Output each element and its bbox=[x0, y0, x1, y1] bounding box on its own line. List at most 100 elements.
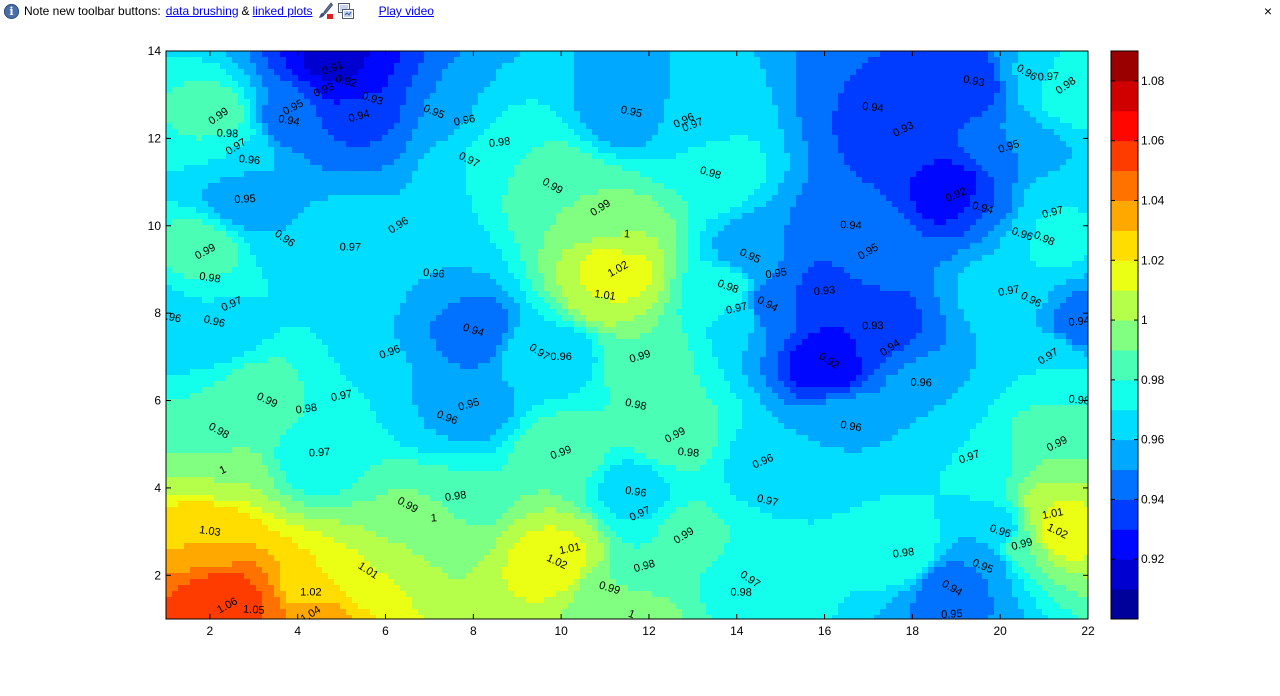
contour-label: 1 bbox=[624, 228, 631, 240]
colorbar-segment bbox=[1111, 80, 1138, 112]
data-brushing-link[interactable]: data brushing bbox=[165, 4, 239, 18]
y-tick-label: 8 bbox=[154, 306, 161, 320]
contour-label: 0.98 bbox=[633, 558, 657, 575]
colorbar-segment bbox=[1111, 439, 1138, 471]
colorbar-segment bbox=[1111, 379, 1138, 411]
x-tick-label: 10 bbox=[554, 624, 568, 638]
plot-border bbox=[165, 50, 1089, 620]
info-icon: i bbox=[4, 3, 19, 19]
contour-label: 0.93 bbox=[862, 320, 884, 332]
y-tick-label: 6 bbox=[154, 394, 161, 408]
colorbar-segment bbox=[1111, 589, 1138, 620]
colorbar-segment bbox=[1111, 409, 1138, 441]
y-tick-label: 2 bbox=[154, 568, 161, 582]
contour-label: 1.01 bbox=[1041, 506, 1064, 522]
contour-label: 0.95 bbox=[457, 396, 481, 413]
x-tick-label: 12 bbox=[642, 624, 656, 638]
colorbar-tick-label: 1.06 bbox=[1141, 134, 1165, 148]
colorbar-segment bbox=[1111, 559, 1138, 590]
contour-label: 0.98 bbox=[698, 165, 722, 182]
contour-label: 0.94 bbox=[971, 200, 995, 217]
contour-label: 0.96 bbox=[839, 419, 862, 435]
contour-label: 0.98 bbox=[295, 402, 318, 417]
contour-label: 0.94 bbox=[461, 322, 485, 340]
contour-label: 0.95 bbox=[234, 193, 256, 206]
x-tick-label: 2 bbox=[207, 624, 214, 638]
colorbar-tick-label: 0.92 bbox=[1141, 552, 1165, 566]
contour-label: 0.94 bbox=[277, 113, 300, 129]
y-axis: 2 4 6 8 10 12 14 bbox=[148, 44, 1088, 582]
colorbar-segment bbox=[1111, 290, 1138, 321]
colorbar-segment bbox=[1111, 170, 1138, 201]
colorbar-segment bbox=[1111, 529, 1138, 560]
colorbar-segment bbox=[1111, 320, 1138, 351]
x-tick-label: 22 bbox=[1081, 624, 1095, 638]
contour-label: 0.97 bbox=[340, 241, 362, 253]
contour-label: 0.98 bbox=[892, 546, 915, 561]
contour-label: 0.94 bbox=[347, 108, 371, 125]
notice-bar: i Note new toolbar buttons: data brushin… bbox=[0, 0, 1280, 22]
linked-plots-link[interactable]: linked plots bbox=[252, 4, 313, 18]
x-tick-label: 18 bbox=[906, 624, 920, 638]
contour-label: 1.01 bbox=[558, 541, 581, 557]
contour-label: 0.98 bbox=[488, 135, 511, 150]
colorbar-tick-label: 1.08 bbox=[1141, 74, 1165, 88]
colorbar: 0.92 0.94 0.96 0.98 1 1.02 1.04 1.06 1.08 bbox=[1110, 50, 1165, 620]
y-tick-label: 12 bbox=[148, 131, 162, 145]
contour-label: 0.99 bbox=[1010, 536, 1034, 553]
contour-label: 0.98 bbox=[444, 489, 467, 504]
contour-label: 0.94 bbox=[840, 219, 862, 232]
contour-label: 0.98 bbox=[677, 446, 699, 460]
contour-label: 0.95 bbox=[620, 104, 643, 120]
colorbar-segment bbox=[1111, 499, 1138, 530]
x-tick-label: 20 bbox=[994, 624, 1008, 638]
colorbar-segment bbox=[1111, 110, 1138, 142]
contour-field bbox=[166, 51, 1088, 619]
contour-label: 1 bbox=[218, 464, 229, 477]
colorbar-segment bbox=[1111, 260, 1138, 291]
contour-label: 0.99 bbox=[628, 348, 652, 366]
colorbar-segment bbox=[1111, 140, 1138, 172]
contour-label: 0.96 bbox=[238, 153, 261, 167]
colorbar-segment bbox=[1111, 349, 1138, 381]
notice-text: Note new toolbar buttons: bbox=[24, 4, 161, 18]
contour-label: 1 bbox=[626, 608, 636, 621]
contour-label: 0.96 bbox=[423, 267, 445, 281]
linked-plots-icon[interactable] bbox=[337, 2, 355, 20]
x-tick-label: 8 bbox=[470, 624, 477, 638]
contour-label: 0.93 bbox=[813, 284, 835, 298]
colorbar-tick-label: 1.02 bbox=[1141, 253, 1165, 267]
play-video-link[interactable]: Play video bbox=[378, 4, 434, 18]
colorbar-border bbox=[1110, 50, 1139, 620]
contour-label: 0.97 bbox=[756, 493, 780, 510]
contour-label: 0.98 bbox=[198, 271, 221, 286]
contour-label: 0.97 bbox=[997, 283, 1020, 299]
contour-label: 0.96 bbox=[910, 377, 932, 390]
contour-label: 1.05 bbox=[243, 603, 265, 616]
brush-icon[interactable] bbox=[316, 2, 334, 20]
contour-label: 0.96 bbox=[624, 485, 647, 500]
contour-label: 0.97 bbox=[309, 446, 331, 459]
contour-label: 0.95 bbox=[765, 266, 788, 281]
colorbar-segment bbox=[1111, 230, 1138, 261]
colorbar-tick-label: 0.98 bbox=[1141, 373, 1165, 387]
y-tick-label: 4 bbox=[154, 481, 161, 495]
close-icon[interactable]: × bbox=[1263, 3, 1272, 19]
contour-label: 0.99 bbox=[597, 579, 621, 597]
x-tick-label: 16 bbox=[818, 624, 832, 638]
colorbar-tick-label: 0.96 bbox=[1141, 433, 1165, 447]
contour-label: 1.02 bbox=[300, 587, 321, 599]
contour-label: 0.93 bbox=[962, 74, 985, 90]
contour-label: 0.98 bbox=[217, 128, 239, 141]
contour-labels: 0.990.980.970.960.950.940.930.920.910.93… bbox=[166, 59, 1088, 621]
contour-label: 0.98 bbox=[624, 397, 648, 414]
contour-label: 1.01 bbox=[594, 288, 617, 303]
contour-label: 1 bbox=[430, 512, 437, 524]
colorbar-tick-label: 0.94 bbox=[1141, 492, 1165, 506]
contour-label: 0.96 bbox=[550, 351, 571, 363]
y-tick-label: 10 bbox=[148, 219, 162, 233]
contour-label: 0.95 bbox=[941, 608, 963, 621]
contour-label: 0.97 bbox=[330, 388, 353, 404]
contour-label: 0.94 bbox=[862, 100, 885, 115]
